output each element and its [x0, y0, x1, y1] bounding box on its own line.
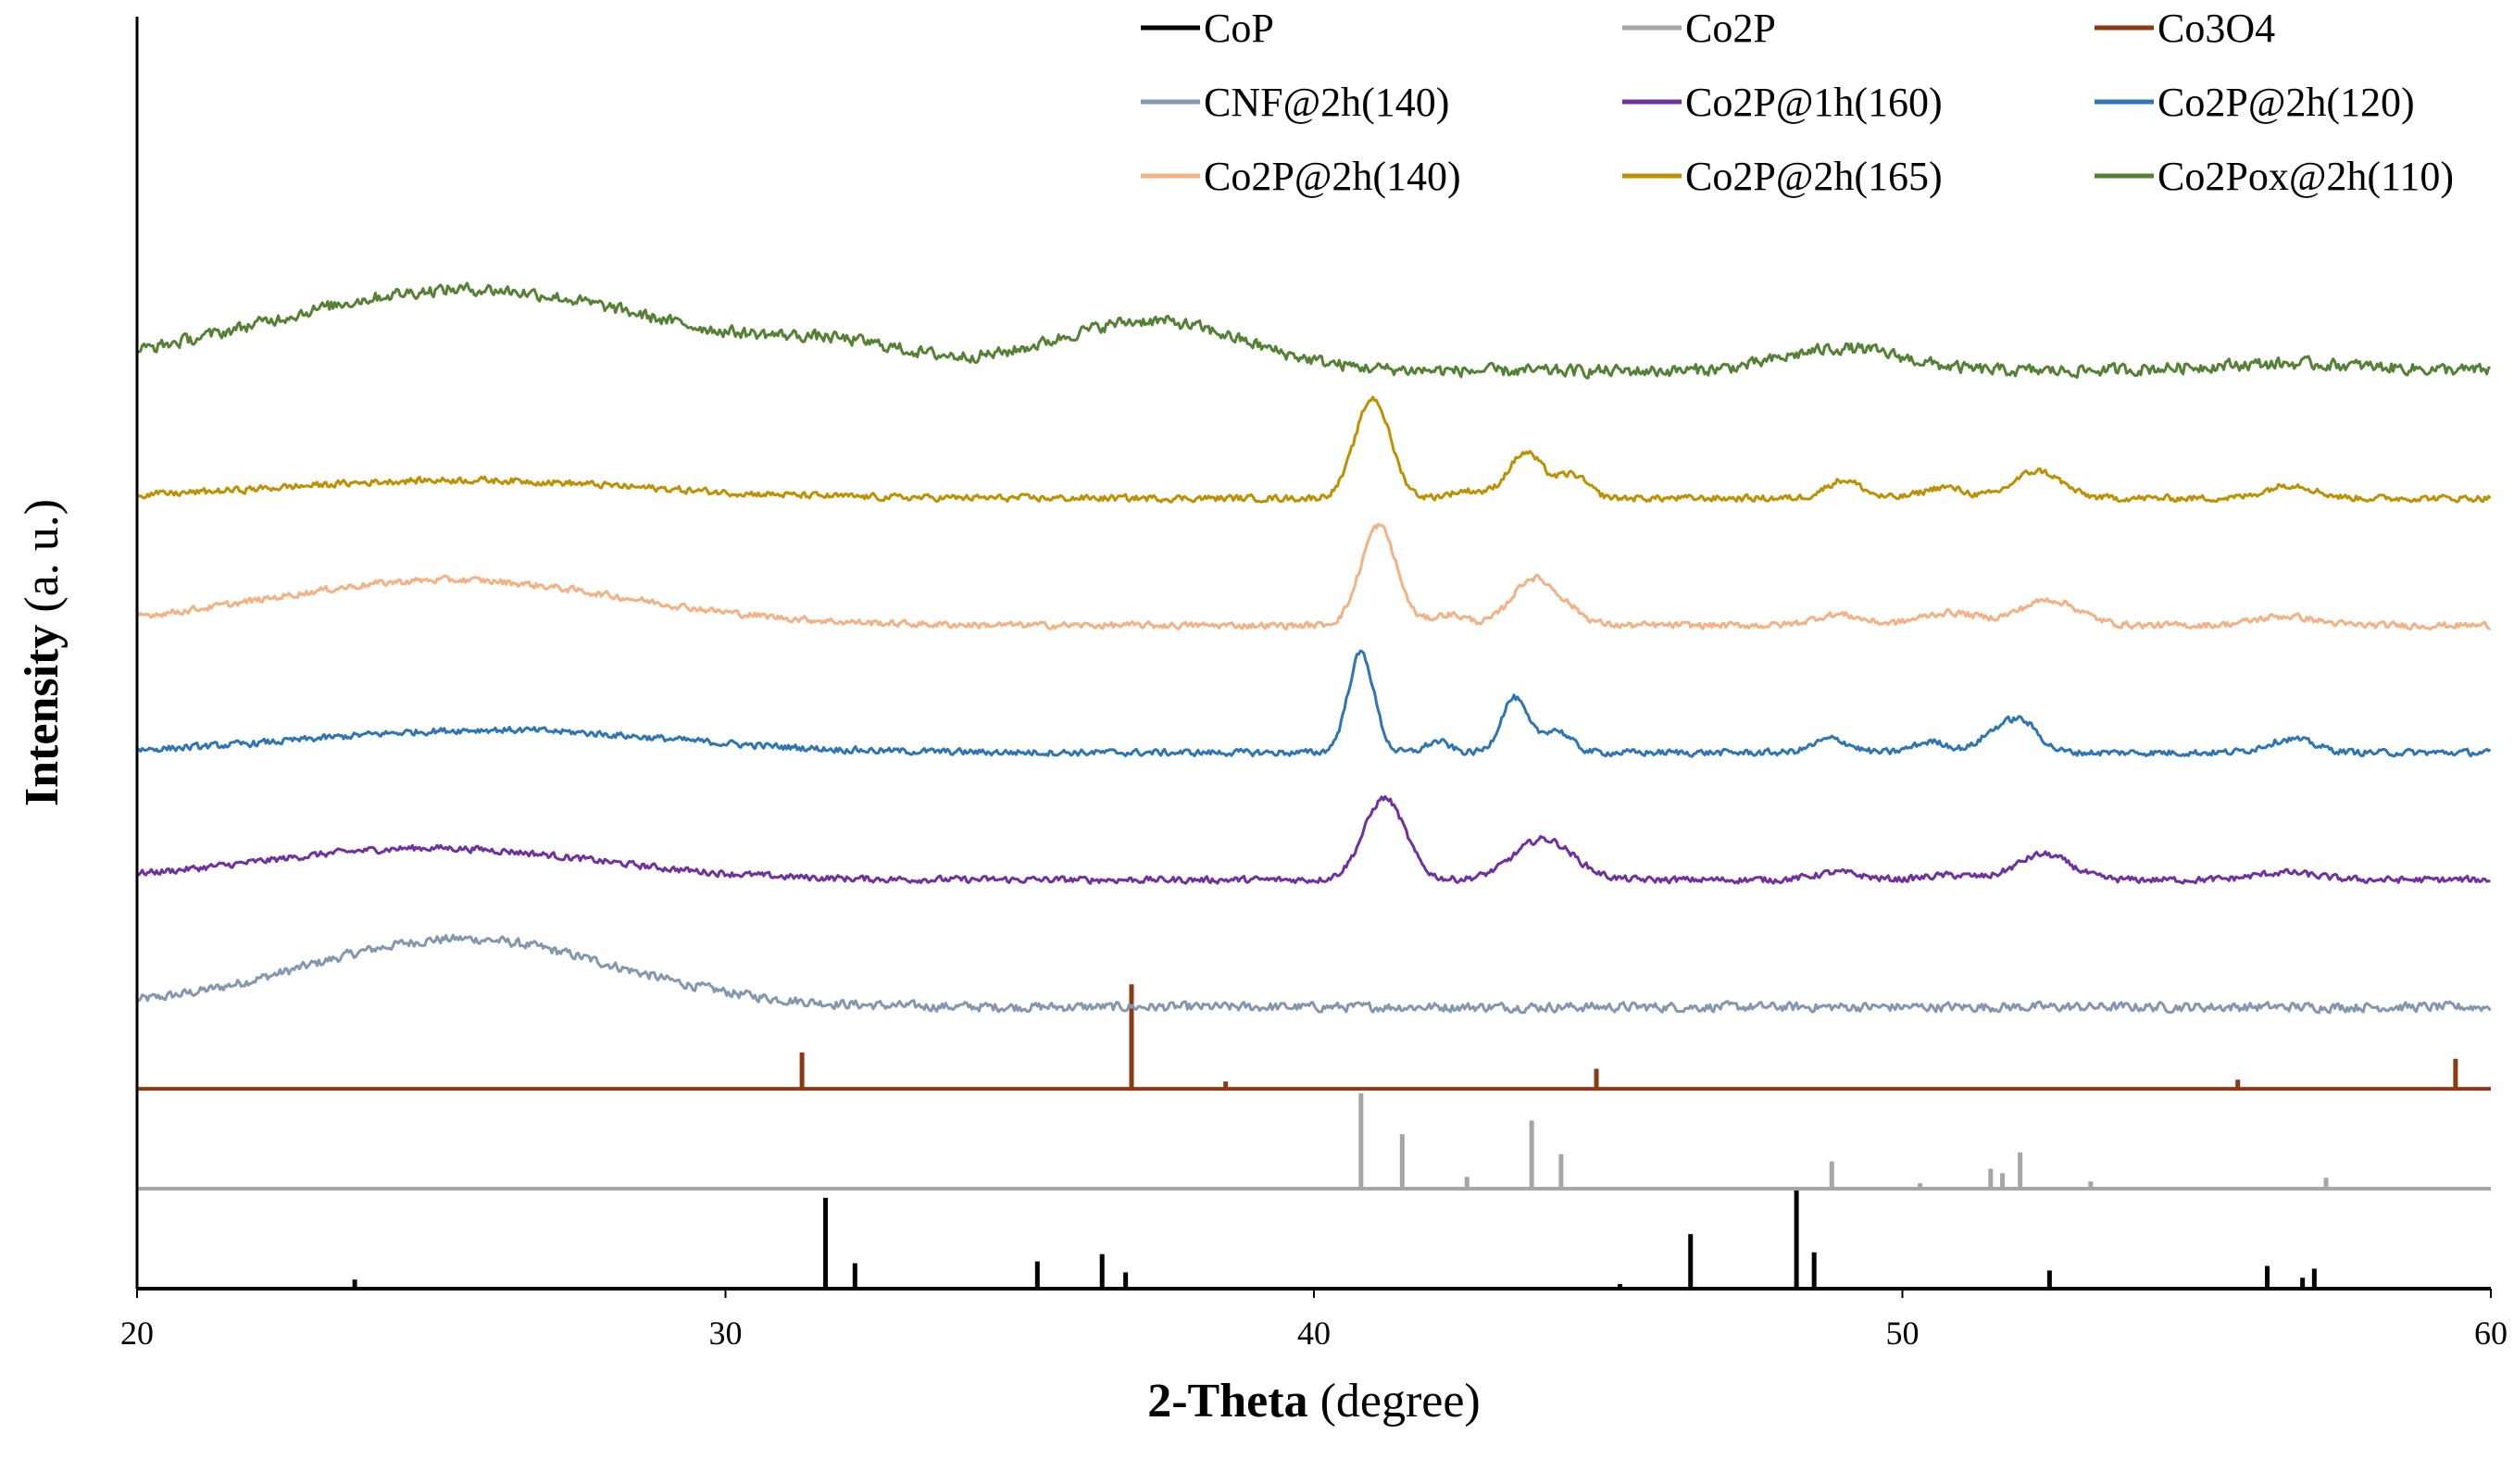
series-line	[135, 522, 2492, 631]
legend-label: Co2P@1h(160)	[1685, 80, 1943, 125]
legend-label: Co2Pox@2h(110)	[2158, 154, 2454, 199]
series-cnf-2h-140	[135, 933, 2492, 1015]
x-tick-label: 50	[1886, 1315, 1920, 1352]
legend-label: Co2P@2h(120)	[2158, 80, 2415, 125]
series-co2p-2h-120	[136, 649, 2492, 758]
series-co2p	[137, 1092, 2491, 1191]
legend-label: CNF@2h(140)	[1204, 80, 1449, 125]
x-ticks: 20 30 40 50 60	[120, 1289, 2508, 1352]
series-line	[136, 281, 2491, 380]
y-axis-title-rest: (a. u.)	[16, 499, 69, 625]
legend-item-cnf-2h-140: CNF@2h(140)	[1141, 80, 1449, 125]
legend-item-cop: CoP	[1141, 6, 1274, 51]
legend-item-co2p-1h-160: Co2P@1h(160)	[1622, 80, 1943, 125]
series-co2p-2h-140	[135, 522, 2492, 631]
x-axis-title-rest: (degree)	[1308, 1375, 1481, 1428]
x-axis-title-bold: 2-Theta	[1147, 1375, 1307, 1428]
legend-item-co3o4: Co3O4	[2095, 6, 2275, 51]
series-co2p-2h-165	[135, 395, 2492, 504]
series-co3o4	[137, 984, 2491, 1091]
legend-label: CoP	[1204, 6, 1274, 51]
legend-item-co2p-2h-165: Co2P@2h(165)	[1622, 154, 1943, 199]
legend-item-co2p-2h-140: Co2P@2h(140)	[1141, 154, 1461, 199]
y-axis-title-bold: Intensity	[16, 625, 69, 806]
series-line	[135, 933, 2492, 1015]
legend-label: Co2P@2h(165)	[1685, 154, 1943, 199]
legend-label: Co2P@2h(140)	[1204, 154, 1461, 199]
x-tick-label: 30	[709, 1315, 743, 1352]
series-line	[136, 649, 2492, 758]
series-line	[136, 795, 2491, 885]
legend-item-co2pox-2h-110: Co2Pox@2h(110)	[2095, 154, 2454, 199]
series-co2pox-2h-110	[136, 281, 2491, 380]
legend-label: Co3O4	[2158, 6, 2275, 51]
legend-item-co2p: Co2P	[1622, 6, 1776, 51]
series-cop	[137, 1189, 2491, 1291]
y-axis-title: Intensity (a. u.)	[16, 499, 69, 806]
x-tick-label: 60	[2474, 1315, 2508, 1352]
legend: CoP Co2P Co3O4 CNF@2h(140) Co2P@1h(160) Co2P@…	[1141, 6, 2454, 199]
series-co2p-1h-160	[136, 795, 2491, 885]
series-line	[135, 395, 2492, 504]
legend-item-co2p-2h-120: Co2P@2h(120)	[2095, 80, 2415, 125]
x-tick-label: 20	[120, 1315, 154, 1352]
plot-area	[135, 281, 2492, 1291]
legend-label: Co2P	[1685, 6, 1776, 51]
x-tick-label: 40	[1297, 1315, 1331, 1352]
x-axis-title: 2-Theta (degree)	[1147, 1375, 1481, 1428]
